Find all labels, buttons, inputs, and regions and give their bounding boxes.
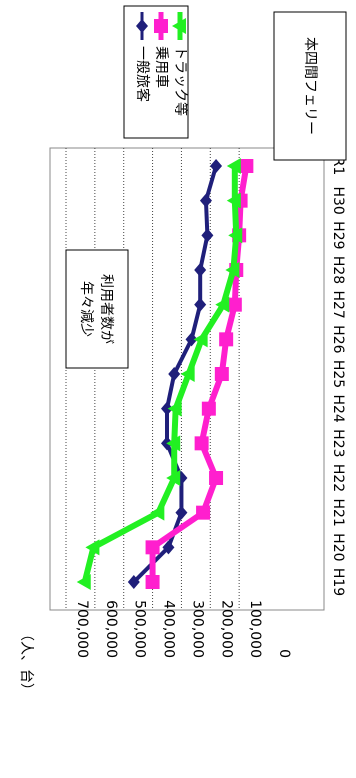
y-axis-label-text: （人、台）	[18, 627, 34, 697]
data-point	[214, 367, 229, 381]
data-point	[162, 540, 175, 555]
x-tick-label: H27	[330, 290, 346, 318]
data-point	[194, 297, 207, 312]
data-point	[193, 331, 208, 348]
data-point	[161, 401, 173, 416]
series-group	[76, 158, 243, 590]
annotation-box: 利用者数が 年々減少	[65, 249, 129, 369]
data-point	[228, 227, 243, 244]
x-tick-label: H29	[330, 221, 346, 249]
chart-title: 本四間フェリー	[302, 37, 318, 135]
x-tick-label: H28	[330, 256, 346, 284]
y-tick-label: 300,000	[189, 600, 205, 658]
data-point	[215, 296, 230, 313]
data-point	[168, 367, 181, 381]
data-point	[219, 332, 234, 347]
data-point	[225, 262, 240, 278]
y-tick-label: 600,000	[103, 600, 119, 658]
x-axis-tick-labels: H19 H20 H21 H22 H23 H24 H25 H26 H27 H28 H29 H30 R1	[330, 157, 346, 596]
legend-swatch-marker	[136, 19, 148, 33]
data-point	[76, 574, 91, 590]
data-point	[85, 539, 100, 556]
data-point	[166, 470, 181, 486]
legend-swatch-marker	[172, 18, 186, 34]
x-tick-label: H22	[330, 464, 346, 492]
y-tick-label: 500,000	[132, 600, 148, 658]
chart-title-box: 本四間フェリー	[273, 11, 347, 161]
data-point	[201, 228, 214, 243]
data-point	[196, 505, 211, 520]
data-point	[239, 159, 254, 173]
data-point	[145, 575, 160, 589]
x-tick-label: H24	[330, 394, 346, 422]
y-tick-label: 200,000	[218, 600, 234, 658]
y-tick-label: 100,000	[247, 600, 263, 658]
data-point	[209, 471, 224, 485]
legend: 一般旅客 乗用車 トラック等	[123, 5, 189, 139]
legend-label: トラック等	[172, 46, 189, 116]
data-point	[201, 401, 216, 416]
data-point	[226, 192, 241, 209]
y-tick-label: 0	[276, 649, 292, 658]
data-point	[194, 436, 209, 451]
data-point	[127, 575, 140, 589]
data-point	[167, 400, 182, 417]
data-point	[194, 263, 207, 277]
x-tick-label: H25	[330, 360, 346, 388]
legend-label: 一般旅客	[134, 46, 151, 102]
x-tick-label: H26	[330, 325, 346, 353]
data-point	[227, 297, 242, 312]
data-point	[226, 158, 241, 174]
series-group	[127, 159, 223, 589]
data-series	[76, 158, 254, 590]
y-tick-label: 400,000	[161, 600, 177, 658]
annotation-line-2: 年々減少	[78, 281, 95, 337]
x-tick-label: H20	[330, 533, 346, 561]
data-point	[199, 193, 212, 208]
x-tick-label: H21	[330, 498, 346, 526]
data-point	[166, 435, 181, 452]
y-axis-label: （人、台）	[18, 627, 34, 697]
x-tick-label: H23	[330, 429, 346, 457]
data-point	[145, 540, 160, 555]
data-point	[185, 332, 198, 347]
gridlines	[65, 148, 240, 610]
y-axis-tick-labels: 0 100,000 200,000 300,000 400,000 500,000 600,…	[74, 600, 292, 658]
x-tick-label: R1	[330, 157, 346, 176]
data-point	[150, 504, 165, 521]
data-point	[210, 159, 223, 173]
x-tick-label: H19	[330, 568, 346, 596]
data-point	[175, 505, 188, 520]
annotation-line-1: 利用者数が	[98, 274, 114, 344]
legend-swatch-marker	[154, 19, 168, 33]
legend-label: 乗用車	[153, 46, 170, 88]
y-tick-label: 700,000	[74, 600, 90, 658]
x-tick-label: H30	[330, 186, 346, 214]
data-point	[180, 366, 195, 382]
